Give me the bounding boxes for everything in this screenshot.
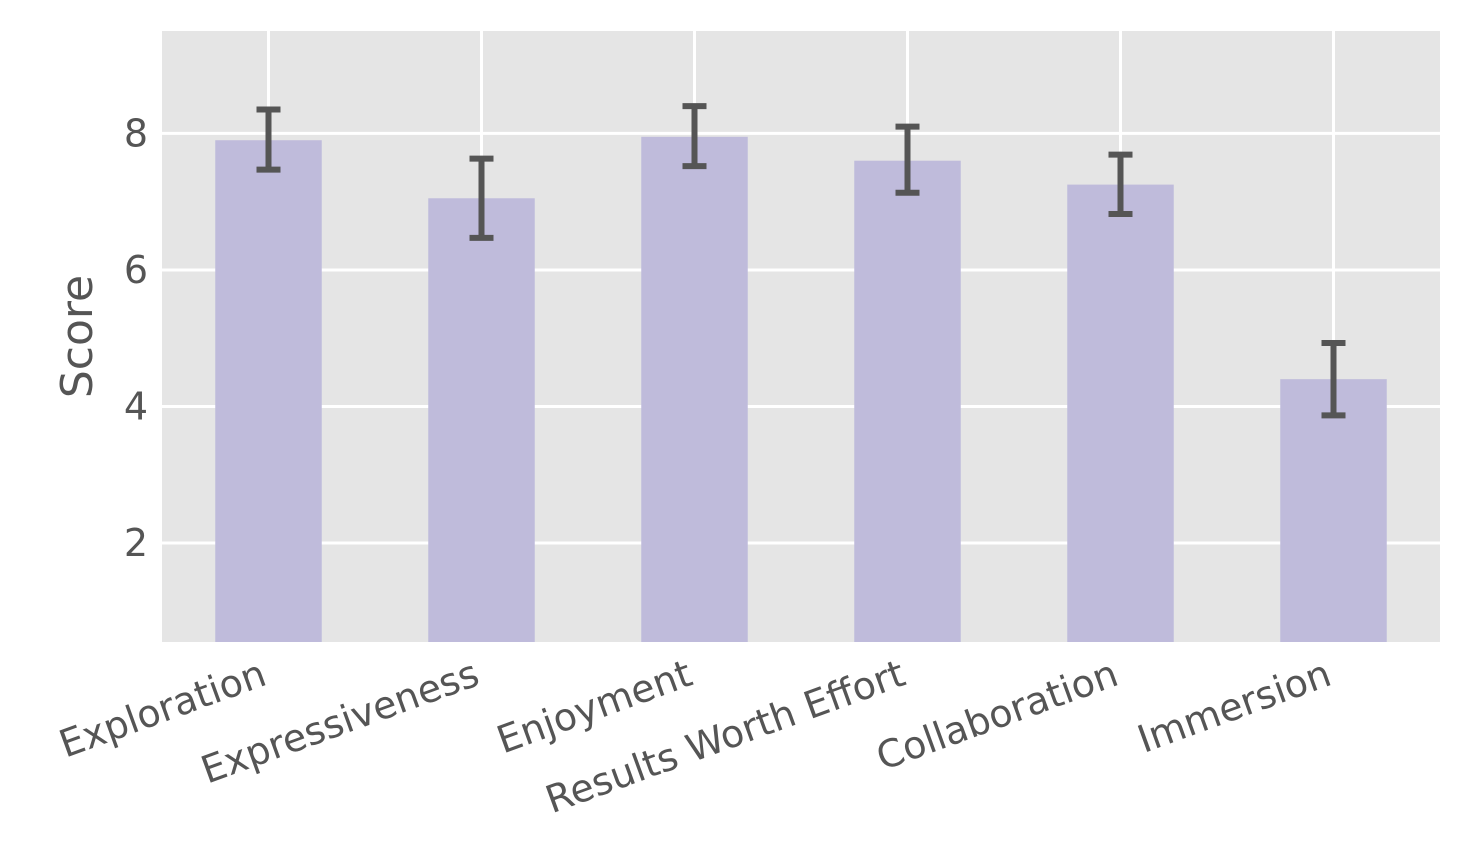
bar-results-worth-effort bbox=[854, 160, 961, 642]
error-bar bbox=[469, 155, 494, 241]
x-tick-label: Collaboration bbox=[871, 651, 1124, 779]
bars bbox=[215, 136, 1387, 643]
y-axis-label: Score bbox=[52, 275, 103, 398]
y-tick-label: 6 bbox=[124, 248, 148, 292]
x-tick-label: Results Worth Effort bbox=[540, 651, 911, 822]
y-tick-label: 8 bbox=[124, 111, 148, 155]
error-bar bbox=[682, 103, 707, 170]
error-bar bbox=[895, 123, 920, 196]
error-bar bbox=[1321, 339, 1346, 419]
bar-immersion bbox=[1280, 379, 1387, 642]
plot-background bbox=[162, 31, 1440, 642]
y-tick-label: 4 bbox=[124, 384, 148, 428]
bar-enjoyment bbox=[641, 136, 748, 642]
y-tick-labels: 2 4 6 8 bbox=[124, 111, 148, 565]
error-bars bbox=[256, 103, 1346, 419]
bar-expressiveness bbox=[428, 198, 535, 642]
x-tick-label: Immersion bbox=[1132, 651, 1337, 761]
bar-collaboration bbox=[1067, 184, 1174, 643]
error-bar bbox=[256, 106, 281, 173]
error-bar bbox=[1108, 151, 1133, 217]
y-tick-label: 2 bbox=[124, 521, 148, 565]
bar-exploration bbox=[215, 140, 322, 642]
